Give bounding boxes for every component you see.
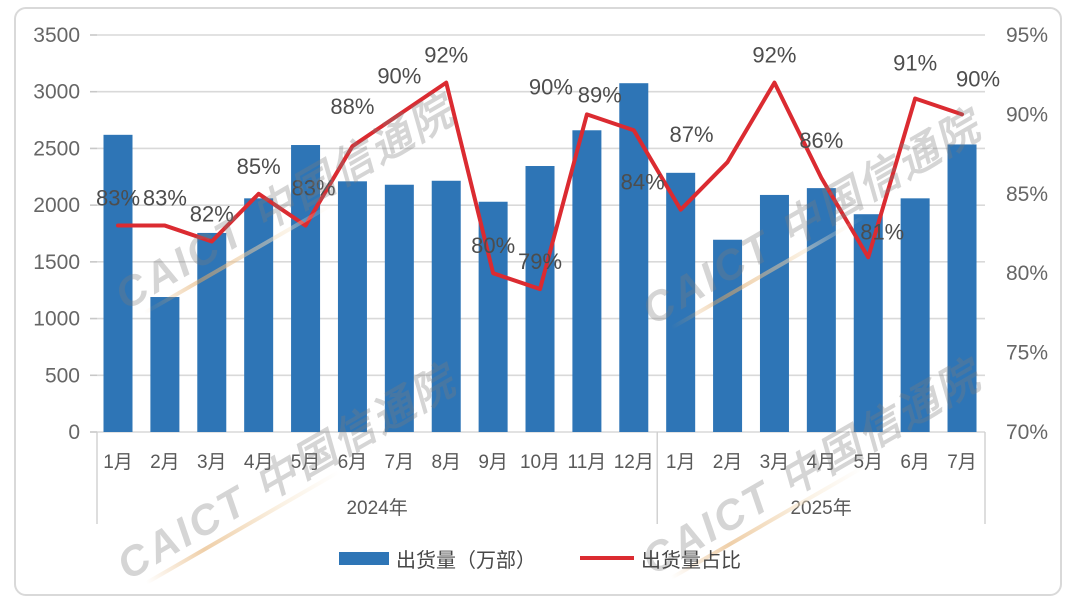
right-axis-tick-label: 75%: [1006, 342, 1048, 365]
bar: [197, 232, 227, 432]
year-label: 2025年: [790, 497, 851, 519]
legend-line-swatch: [580, 556, 634, 560]
share-line: [116, 80, 965, 292]
bar: [337, 181, 367, 432]
year-label: 2024年: [346, 497, 407, 519]
month-label: 10月: [520, 452, 560, 473]
left-axis-tick-label: 1000: [33, 308, 80, 331]
point-label: 88%: [330, 94, 374, 119]
month-label: 4月: [807, 452, 837, 473]
point-label: 90%: [956, 66, 1000, 91]
right-axis-tick-label: 85%: [1006, 183, 1048, 206]
month-label: 12月: [614, 452, 654, 473]
month-label: 7月: [947, 452, 977, 473]
point-label: 85%: [237, 154, 281, 179]
month-label: 6月: [900, 452, 930, 473]
left-axis-tick-label: 3500: [33, 24, 80, 47]
bar: [900, 198, 930, 432]
bar: [384, 184, 414, 432]
left-axis-tick-label: 0: [68, 421, 80, 444]
point-label: 79%: [518, 249, 562, 274]
bar: [947, 144, 977, 433]
point-label: 83%: [292, 176, 336, 201]
point-label: 92%: [424, 43, 468, 68]
bar: [619, 83, 649, 432]
bar: [525, 166, 555, 432]
legend-item-shipments: 出货量（万部）: [339, 544, 536, 573]
point-label: 86%: [799, 128, 843, 153]
chart-legend: 出货量（万部） 出货量占比: [0, 544, 1080, 572]
right-axis-tick-label: 70%: [1006, 421, 1048, 444]
point-label: 90%: [529, 74, 573, 99]
month-label: 6月: [338, 452, 368, 473]
bar: [666, 172, 696, 432]
left-axis-tick-label: 3000: [33, 81, 80, 104]
month-label: 5月: [291, 452, 321, 473]
card-frame: [14, 7, 1062, 596]
point-label: 83%: [96, 186, 140, 211]
bar: [806, 188, 836, 432]
bar: [572, 130, 602, 432]
month-label: 2月: [150, 452, 180, 473]
month-label: 1月: [103, 452, 133, 473]
point-label: 87%: [670, 122, 714, 147]
bar: [431, 180, 461, 432]
bar: [853, 214, 883, 432]
month-label: 5月: [853, 452, 883, 473]
left-axis-tick-label: 500: [45, 364, 80, 387]
point-label: 92%: [752, 43, 796, 68]
legend-line-label: 出货量占比: [641, 549, 741, 572]
left-axis-tick-label: 1500: [33, 251, 80, 274]
month-label: 8月: [431, 452, 461, 473]
bar: [759, 194, 789, 432]
month-label: 4月: [244, 452, 274, 473]
right-axis-tick-label: 80%: [1006, 262, 1048, 285]
month-label: 3月: [197, 452, 227, 473]
point-label: 91%: [893, 51, 937, 76]
bar: [150, 297, 180, 432]
bar: [244, 198, 274, 432]
right-axis-tick-label: 95%: [1006, 24, 1048, 47]
bar: [713, 239, 743, 432]
point-label: 81%: [860, 219, 904, 244]
right-axis-tick-label: 90%: [1006, 103, 1048, 126]
point-label: 83%: [143, 186, 187, 211]
point-label: 82%: [190, 201, 234, 226]
month-label: 11月: [568, 452, 607, 473]
month-label: 3月: [760, 452, 790, 473]
month-label: 1月: [666, 452, 696, 473]
month-label: 2月: [713, 452, 743, 473]
month-label: 7月: [385, 452, 415, 473]
legend-bar-swatch: [339, 551, 389, 565]
legend-bar-label: 出货量（万部）: [396, 549, 536, 572]
month-label: 9月: [478, 452, 508, 473]
point-label: 84%: [621, 170, 665, 195]
bar: [103, 134, 133, 432]
point-label: 89%: [578, 82, 622, 107]
legend-item-share: 出货量占比: [580, 544, 741, 573]
point-label: 80%: [471, 233, 515, 258]
left-axis-tick-label: 2500: [33, 137, 80, 160]
left-axis-tick-label: 2000: [33, 194, 80, 217]
point-label: 90%: [377, 63, 421, 88]
